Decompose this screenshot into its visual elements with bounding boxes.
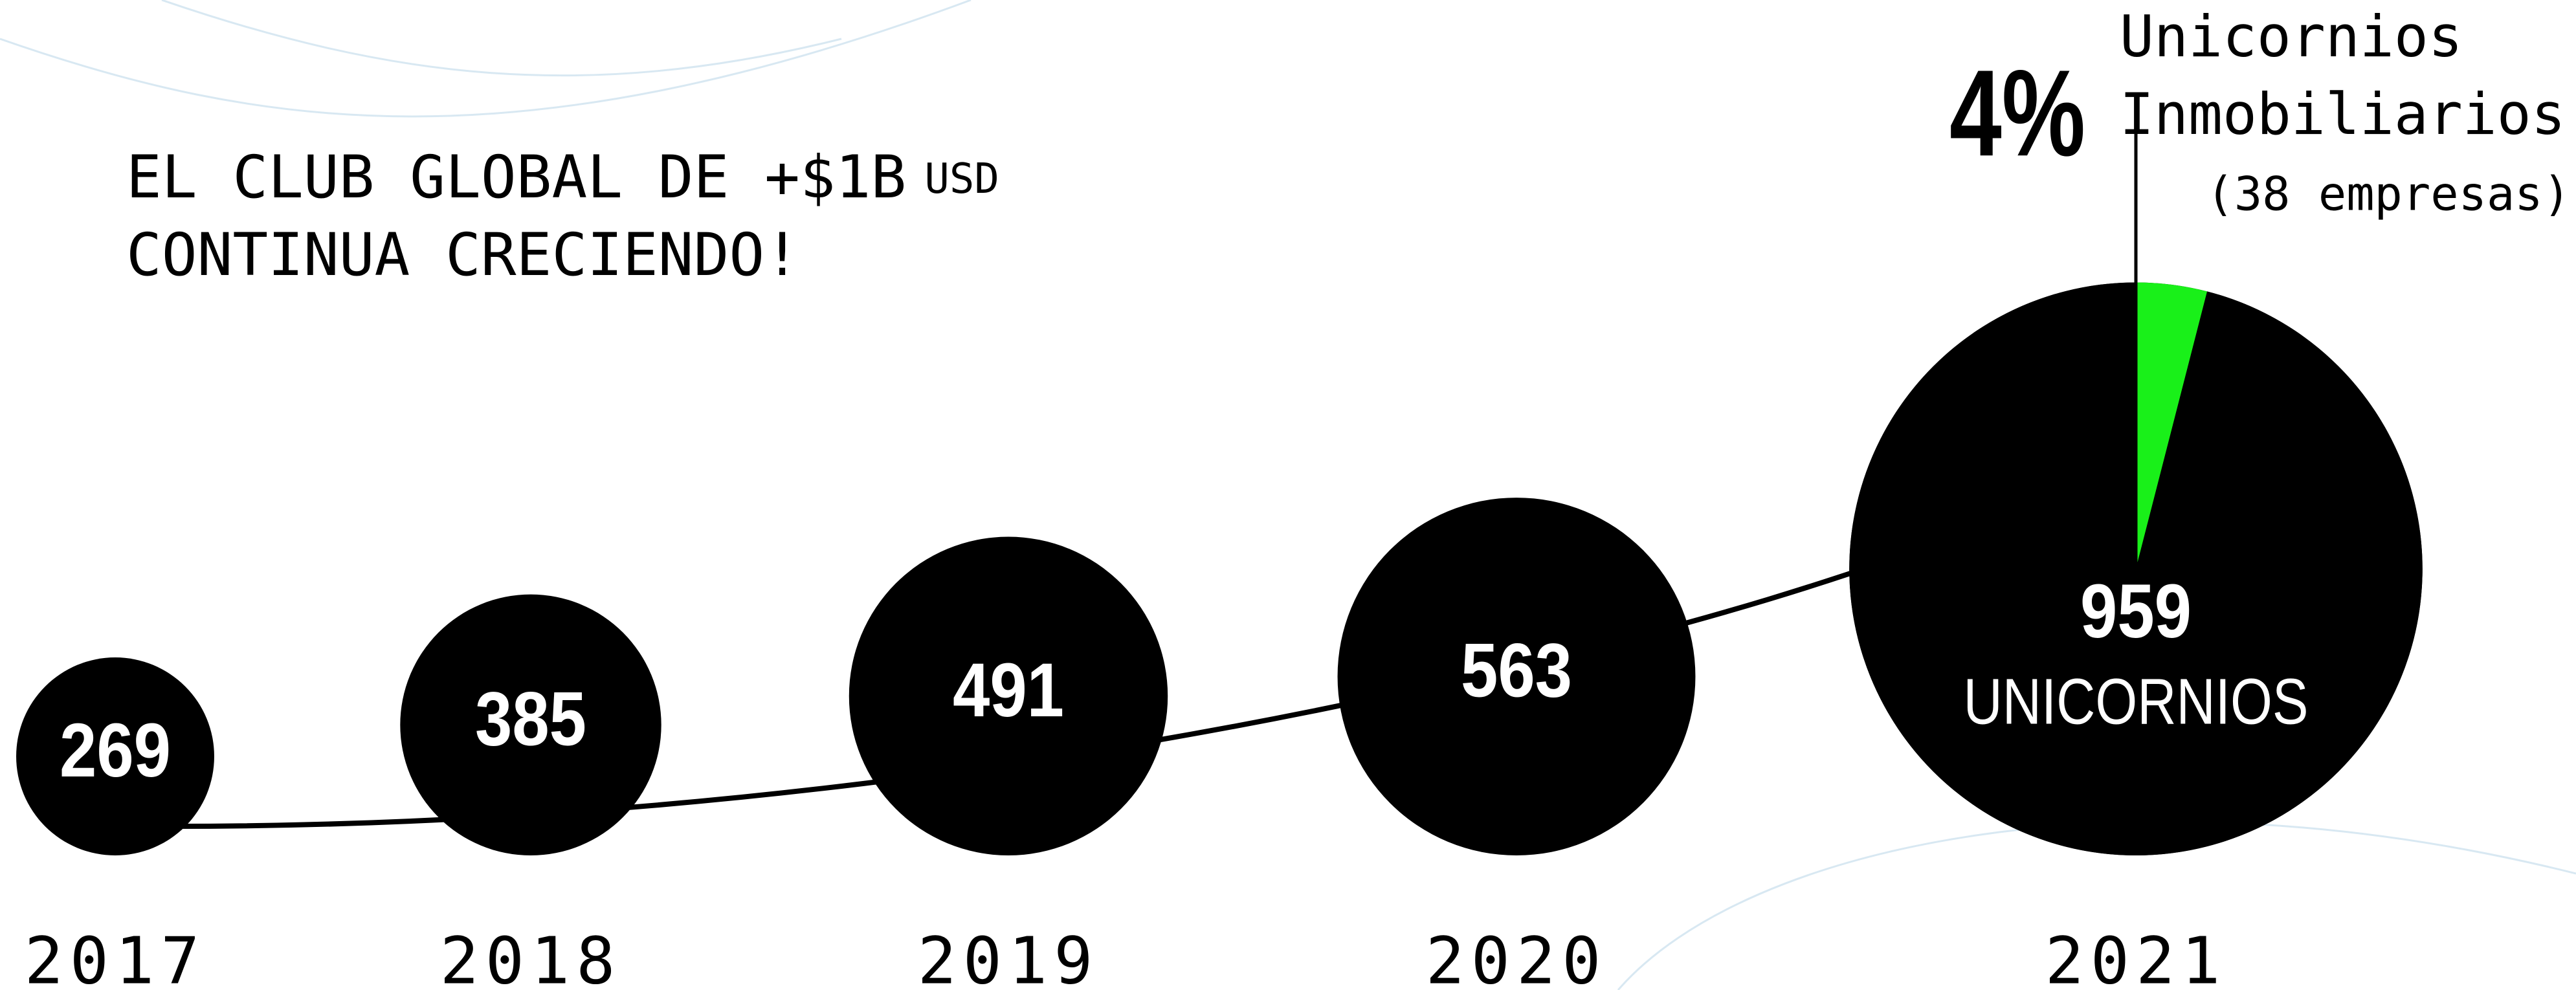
decor-line bbox=[161, 0, 842, 77]
value-label: 385 bbox=[475, 676, 586, 762]
year-label: 2018 bbox=[440, 923, 622, 990]
title-line: EL CLUB GLOBAL DE +$1B USD bbox=[126, 144, 999, 212]
year-label: 2020 bbox=[1426, 923, 1608, 990]
slice-label: Inmobiliarios bbox=[2120, 81, 2566, 148]
bubble bbox=[849, 536, 1168, 855]
year-label: 2021 bbox=[2045, 923, 2227, 990]
title-text: EL CLUB GLOBAL DE +$1B bbox=[126, 144, 906, 212]
bubble bbox=[400, 594, 661, 855]
value-label: 959 bbox=[2080, 569, 2192, 654]
title-unit: USD bbox=[924, 155, 999, 203]
value-label: 269 bbox=[60, 708, 171, 793]
bubble bbox=[1337, 498, 1696, 855]
bubble bbox=[16, 657, 214, 855]
year-label: 2017 bbox=[25, 923, 206, 990]
decor-line bbox=[0, 0, 972, 118]
year-label: 2019 bbox=[918, 923, 1100, 990]
pie-slice bbox=[2136, 282, 2208, 569]
slice-label: Unicornios bbox=[2120, 3, 2463, 70]
title-line: CONTINUA CRECIENDO! bbox=[126, 221, 800, 289]
value-caption: UNICORNIOS bbox=[1964, 665, 2309, 738]
slice-value-label: 4% bbox=[1949, 45, 2085, 182]
decor-line bbox=[1617, 820, 2576, 990]
value-label: 563 bbox=[1461, 628, 1572, 714]
slice-note: (38 empresas) bbox=[2206, 167, 2571, 221]
value-label: 491 bbox=[953, 648, 1064, 733]
